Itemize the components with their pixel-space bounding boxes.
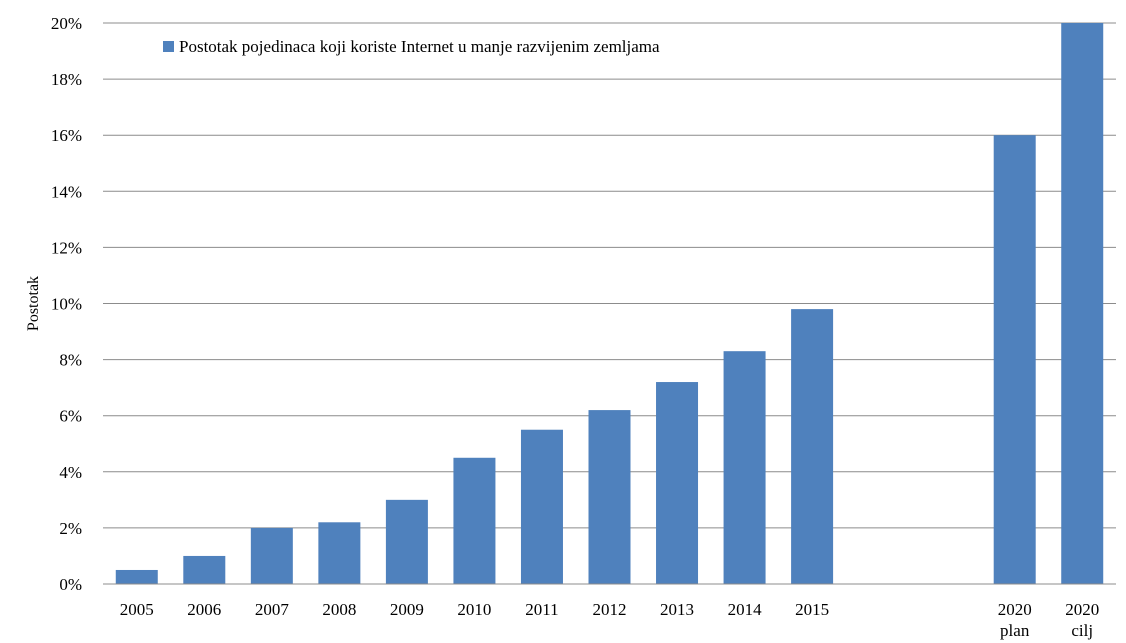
bar-2009: [385, 499, 428, 584]
bar-2013: [656, 382, 699, 584]
x-tick-label: 2013: [660, 600, 694, 619]
y-tick-label: 4%: [59, 463, 82, 482]
bar-2005: [115, 569, 158, 584]
y-tick-label: 16%: [51, 126, 82, 145]
y-tick-label: 12%: [51, 238, 82, 257]
x-tick-label: 2009: [390, 600, 424, 619]
y-tick-label: 20%: [51, 14, 82, 33]
y-axis-label: Postotak: [25, 276, 42, 331]
y-axis-ticks: 0% 2% 4% 6% 8% 10% 12% 14% 16% 18% 20%: [51, 14, 82, 594]
bar-2008: [318, 522, 361, 584]
y-tick-label: 8%: [59, 351, 82, 370]
x-axis-ticks: 2005 2006 2007 2008 2009 2010 2011 2012 2013 2014…: [120, 600, 1099, 640]
x-tick-label: 2014: [728, 600, 763, 619]
y-tick-label: 14%: [51, 182, 82, 201]
bar-2006: [183, 555, 226, 584]
y-tick-label: 2%: [59, 519, 82, 538]
x-tick-label: 2012: [593, 600, 627, 619]
x-tick-label: 2005: [120, 600, 154, 619]
x-tick-label: 2006: [187, 600, 221, 619]
bar-2020-cilj: [1061, 23, 1104, 584]
y-tick-label: 0%: [59, 575, 82, 594]
x-tick-label: 2015: [795, 600, 829, 619]
x-tick-label: 2011: [525, 600, 558, 619]
bar-2015: [791, 309, 834, 584]
legend: Postotak pojedinaca koji koriste Interne…: [163, 37, 660, 56]
bar-2010: [453, 457, 496, 584]
bars: [115, 23, 1104, 584]
y-tick-label: 18%: [51, 70, 82, 89]
gridlines: [103, 22, 1116, 529]
x-tick-label: 2007: [255, 600, 290, 619]
bar-2011: [520, 429, 563, 584]
x-tick-label: 2020 plan: [998, 600, 1032, 640]
legend-swatch: [163, 41, 174, 52]
y-tick-label: 6%: [59, 407, 82, 426]
x-tick-label: 2020 cilj: [1065, 600, 1099, 640]
bar-2020-plan: [993, 135, 1036, 584]
bar-2007: [250, 527, 293, 584]
x-tick-label: 2010: [457, 600, 491, 619]
x-tick-label: 2008: [322, 600, 356, 619]
bar-2014: [723, 351, 766, 584]
bar-2012: [588, 410, 631, 584]
legend-label: Postotak pojedinaca koji koriste Interne…: [179, 37, 660, 56]
y-tick-label: 10%: [51, 295, 82, 314]
